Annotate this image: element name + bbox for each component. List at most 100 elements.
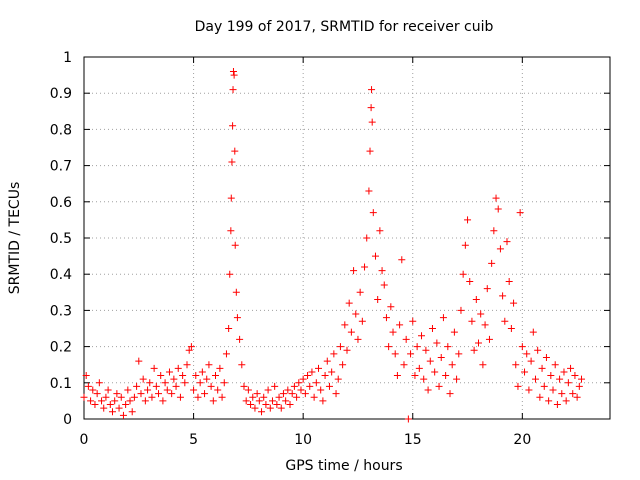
data-point [547,372,555,380]
data-point [249,393,257,401]
y-tick-label: 0.8 [50,122,72,138]
data-point [523,350,531,358]
data-point [567,364,575,372]
data-point [233,314,241,322]
data-point [124,386,132,394]
data-point [122,401,130,409]
data-point [229,86,237,94]
data-point [512,361,520,369]
data-point [442,372,450,380]
data-point [266,404,274,412]
data-point [181,379,189,387]
x-tick-label: 5 [189,432,198,448]
data-point [455,350,463,358]
data-point [433,339,441,347]
data-point [258,408,266,416]
data-point [575,382,583,390]
data-point [347,328,355,336]
data-point [216,364,224,372]
data-point [461,241,469,249]
data-point [571,372,579,380]
data-point [341,321,349,329]
data-point [542,353,550,361]
data-point [564,379,572,387]
data-point [558,390,566,398]
data-point [505,277,513,285]
data-point [514,382,522,390]
y-tick-label: 0.1 [50,376,72,392]
data-point [268,397,276,405]
data-point [168,390,176,398]
data-point [183,361,191,369]
data-point [203,375,211,383]
data-point [545,397,553,405]
y-tick-label: 1 [63,50,72,66]
data-point [260,393,268,401]
data-point [573,393,581,401]
data-point [479,361,487,369]
data-point [84,382,92,390]
data-point [113,390,121,398]
data-point [518,343,526,351]
data-point [382,314,390,322]
data-point [231,147,239,155]
data-point [87,397,95,405]
y-tick-label: 0.7 [50,159,72,175]
data-point [396,321,404,329]
data-point [415,364,423,372]
data-point [345,299,353,307]
data-point [126,397,134,405]
data-point [174,364,182,372]
data-point [529,328,537,336]
data-point [527,357,535,365]
data-point [556,375,564,383]
data-point [290,382,298,390]
data-point [368,118,376,126]
data-point [308,368,316,376]
data-point [352,310,360,318]
data-point [499,292,507,300]
data-point [387,303,395,311]
data-point [334,375,342,383]
data-point [222,350,230,358]
data-point [516,209,524,217]
data-point [444,343,452,351]
data-point [485,335,493,343]
data-point [82,372,90,380]
data-point [368,86,376,94]
data-point [271,382,279,390]
data-point [453,375,461,383]
data-point [240,382,248,390]
data-point [428,325,436,332]
data-point [286,401,294,409]
data-point [155,390,163,398]
data-point [391,350,399,358]
data-point [439,314,447,322]
data-point [553,401,561,409]
data-point [176,393,184,401]
data-point [227,194,235,202]
data-point [336,343,344,351]
data-point [435,382,443,390]
data-point [301,390,309,398]
data-point [104,386,112,394]
data-point [227,227,235,235]
data-point [218,393,226,401]
data-point [141,397,149,405]
data-point [369,209,377,217]
data-point [422,346,430,354]
data-point [365,187,373,195]
data-point [100,404,108,412]
data-point [232,288,240,296]
data-point [483,285,491,293]
data-point [404,415,412,423]
data-point [325,382,333,390]
data-point [470,346,478,354]
data-point [466,277,474,285]
data-point [284,386,292,394]
data-point [339,361,347,369]
data-point [89,386,97,394]
data-point [170,375,178,383]
